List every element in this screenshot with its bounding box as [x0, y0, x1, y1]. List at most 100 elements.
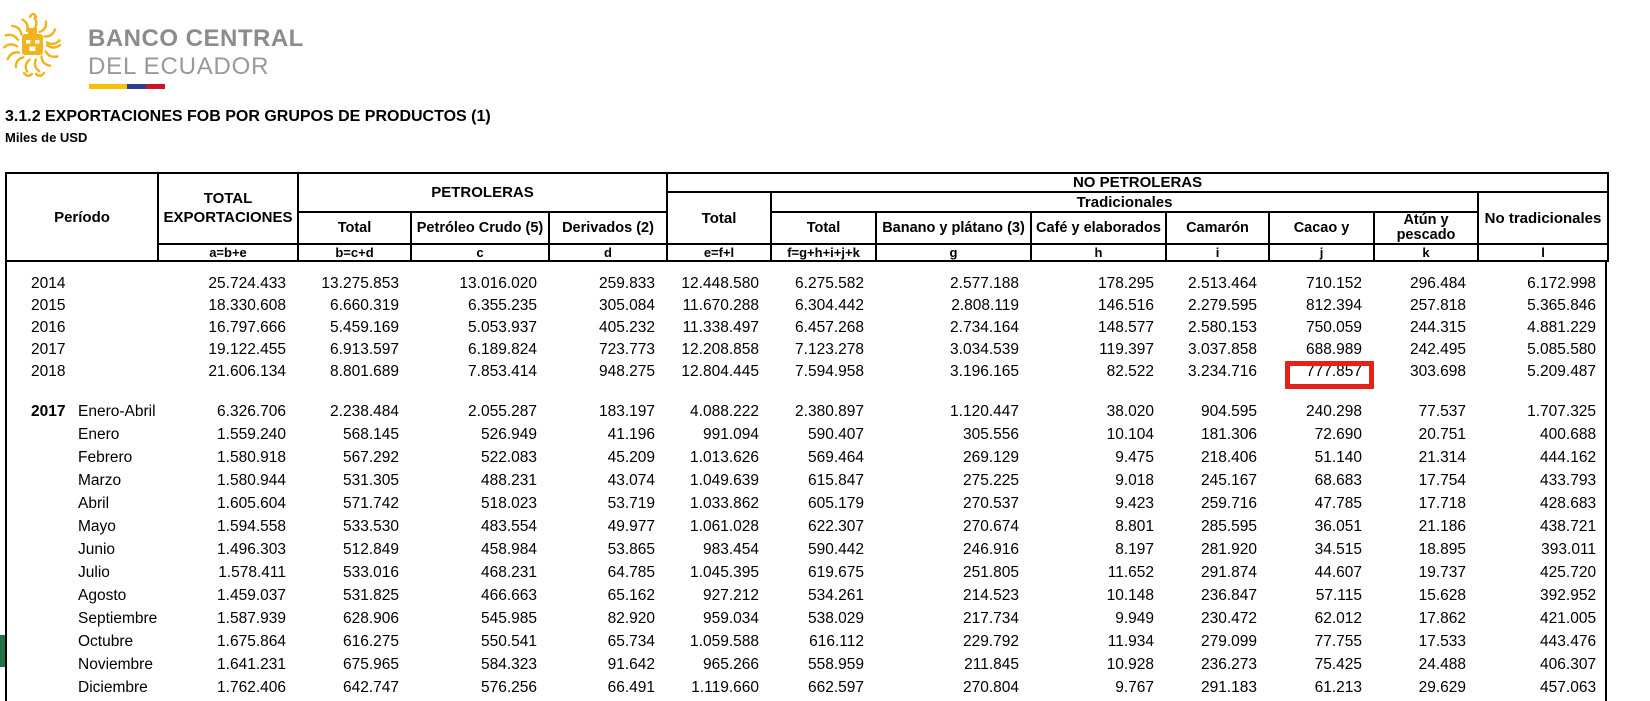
- formula-c: c: [410, 243, 550, 263]
- value-cell: 9.423: [1115, 494, 1154, 512]
- header-total-exportaciones: TOTAL EXPORTACIONES: [157, 171, 299, 246]
- value-cell: 1.641.231: [217, 655, 286, 673]
- period-cell: Agosto: [6, 584, 158, 607]
- period-cell: Enero: [6, 423, 158, 446]
- value-cell: 2.513.464: [1188, 275, 1257, 293]
- header-total-no-petroleras: Total: [666, 190, 772, 246]
- period-cell: Noviembre: [6, 653, 158, 676]
- value-cell: 2.380.897: [795, 402, 864, 420]
- table-row: Septiembre 1.587.939 628.906 545.985 82.920 9…: [6, 607, 1608, 630]
- value-cell: 904.595: [1200, 402, 1257, 420]
- period-cell: 2015: [6, 295, 158, 317]
- value-cell: 723.773: [598, 341, 655, 359]
- value-cell: 51.140: [1314, 448, 1362, 466]
- value-cell: 236.273: [1200, 655, 1257, 673]
- period-month-label: Diciembre: [78, 678, 148, 696]
- value-cell: 5.085.580: [1527, 341, 1597, 359]
- ecuador-flag-bar: [89, 84, 165, 89]
- formula-i: i: [1165, 243, 1270, 263]
- page-title: 3.1.2 EXPORTACIONES FOB POR GRUPOS DE PR…: [5, 108, 491, 125]
- value-cell: 3.196.165: [950, 363, 1019, 381]
- value-cell: 3.037.858: [1188, 341, 1257, 359]
- exports-table: Período TOTAL EXPORTACIONES PETROLERAS N…: [5, 171, 1610, 699]
- value-cell: 393.011: [1541, 540, 1597, 558]
- value-cell: 68.683: [1314, 471, 1362, 489]
- value-cell: 146.516: [1097, 297, 1154, 315]
- period-cell: Abril: [6, 492, 158, 515]
- value-cell: 275.225: [962, 471, 1019, 489]
- value-cell: 10.104: [1106, 425, 1154, 443]
- value-cell: 750.059: [1305, 319, 1362, 337]
- value-cell: 571.742: [342, 494, 399, 512]
- period-cell: 2014: [6, 273, 158, 295]
- period-month-label: Septiembre: [78, 609, 158, 627]
- value-cell: 57.115: [1315, 586, 1362, 604]
- value-cell: 10.148: [1106, 586, 1154, 604]
- period-month-label: Abril: [78, 494, 110, 512]
- value-cell: 230.472: [1200, 609, 1257, 627]
- value-cell: 11.338.497: [682, 319, 759, 337]
- value-cell: 6.189.824: [468, 341, 537, 359]
- value-cell: 218.406: [1200, 448, 1257, 466]
- value-cell: 257.818: [1409, 297, 1466, 315]
- value-cell: 38.020: [1106, 402, 1154, 420]
- period-month-label: Enero: [78, 425, 120, 443]
- value-cell: 19.122.455: [208, 341, 286, 359]
- value-cell: 5.209.487: [1527, 363, 1597, 381]
- table-row: Mayo 1.594.558 533.530 483.554 49.977 1.061.0…: [6, 515, 1608, 538]
- value-cell: 4.881.229: [1527, 319, 1597, 337]
- value-cell: 1.061.028: [690, 517, 759, 535]
- value-cell: 1.120.447: [950, 402, 1019, 420]
- value-cell: 303.698: [1409, 363, 1466, 381]
- period-year-label: 2015: [31, 297, 66, 315]
- value-cell: 279.099: [1200, 632, 1257, 650]
- value-cell: 400.688: [1540, 425, 1597, 443]
- value-cell: 6.326.706: [217, 402, 286, 420]
- period-year-label: 2017: [31, 341, 66, 359]
- value-cell: 1.045.395: [690, 563, 759, 581]
- value-cell: 438.721: [1540, 517, 1597, 535]
- table-row: Abril 1.605.604 571.742 518.023 53.719 1.033.…: [6, 492, 1608, 515]
- value-cell: 1.580.918: [217, 448, 286, 466]
- formula-d: d: [548, 243, 668, 263]
- header-petroleras: PETROLERAS: [297, 172, 668, 213]
- period-cell: Diciembre: [6, 676, 158, 699]
- period-cell: Marzo: [6, 469, 158, 492]
- value-cell: 82.920: [607, 609, 655, 627]
- value-cell: 61.213: [1314, 678, 1362, 696]
- value-cell: 7.594.958: [795, 363, 864, 381]
- value-cell: 62.012: [1314, 609, 1362, 627]
- value-cell: 251.805: [962, 563, 1019, 581]
- value-cell: 36.051: [1314, 517, 1362, 535]
- period-cell: 2018: [6, 361, 158, 383]
- header-col-cafe: Café y elaborados: [1030, 210, 1167, 246]
- value-cell: 605.179: [807, 494, 864, 512]
- bce-sun-icon: [2, 12, 62, 77]
- value-cell: 688.989: [1305, 341, 1362, 359]
- period-month-label: Febrero: [78, 448, 133, 466]
- value-cell: 82.522: [1106, 363, 1154, 381]
- value-cell: 17.754: [1418, 471, 1466, 489]
- value-cell: 959.034: [702, 609, 759, 627]
- value-cell: 710.152: [1305, 275, 1362, 293]
- value-cell: 5.459.169: [330, 319, 399, 337]
- value-cell: 17.718: [1418, 494, 1466, 512]
- value-cell: 512.849: [342, 540, 399, 558]
- value-cell: 2.238.484: [330, 402, 399, 420]
- value-cell: 64.785: [607, 563, 655, 581]
- value-cell: 178.295: [1097, 275, 1154, 293]
- value-cell: 270.674: [962, 517, 1019, 535]
- period-month-label: Octubre: [78, 632, 134, 650]
- value-cell: 468.231: [480, 563, 537, 581]
- value-cell: 483.554: [480, 517, 537, 535]
- value-cell: 291.874: [1200, 563, 1257, 581]
- period-month-label: Agosto: [78, 586, 127, 604]
- value-cell: 2.577.188: [950, 275, 1019, 293]
- table-row: Octubre 1.675.864 616.275 550.541 65.734 1.05…: [6, 630, 1608, 653]
- value-cell: 270.537: [962, 494, 1019, 512]
- value-cell: 41.196: [607, 425, 655, 443]
- value-cell: 1.049.639: [690, 471, 759, 489]
- period-cell: Septiembre: [6, 607, 158, 630]
- value-cell: 545.985: [480, 609, 537, 627]
- formula-k: k: [1373, 243, 1479, 263]
